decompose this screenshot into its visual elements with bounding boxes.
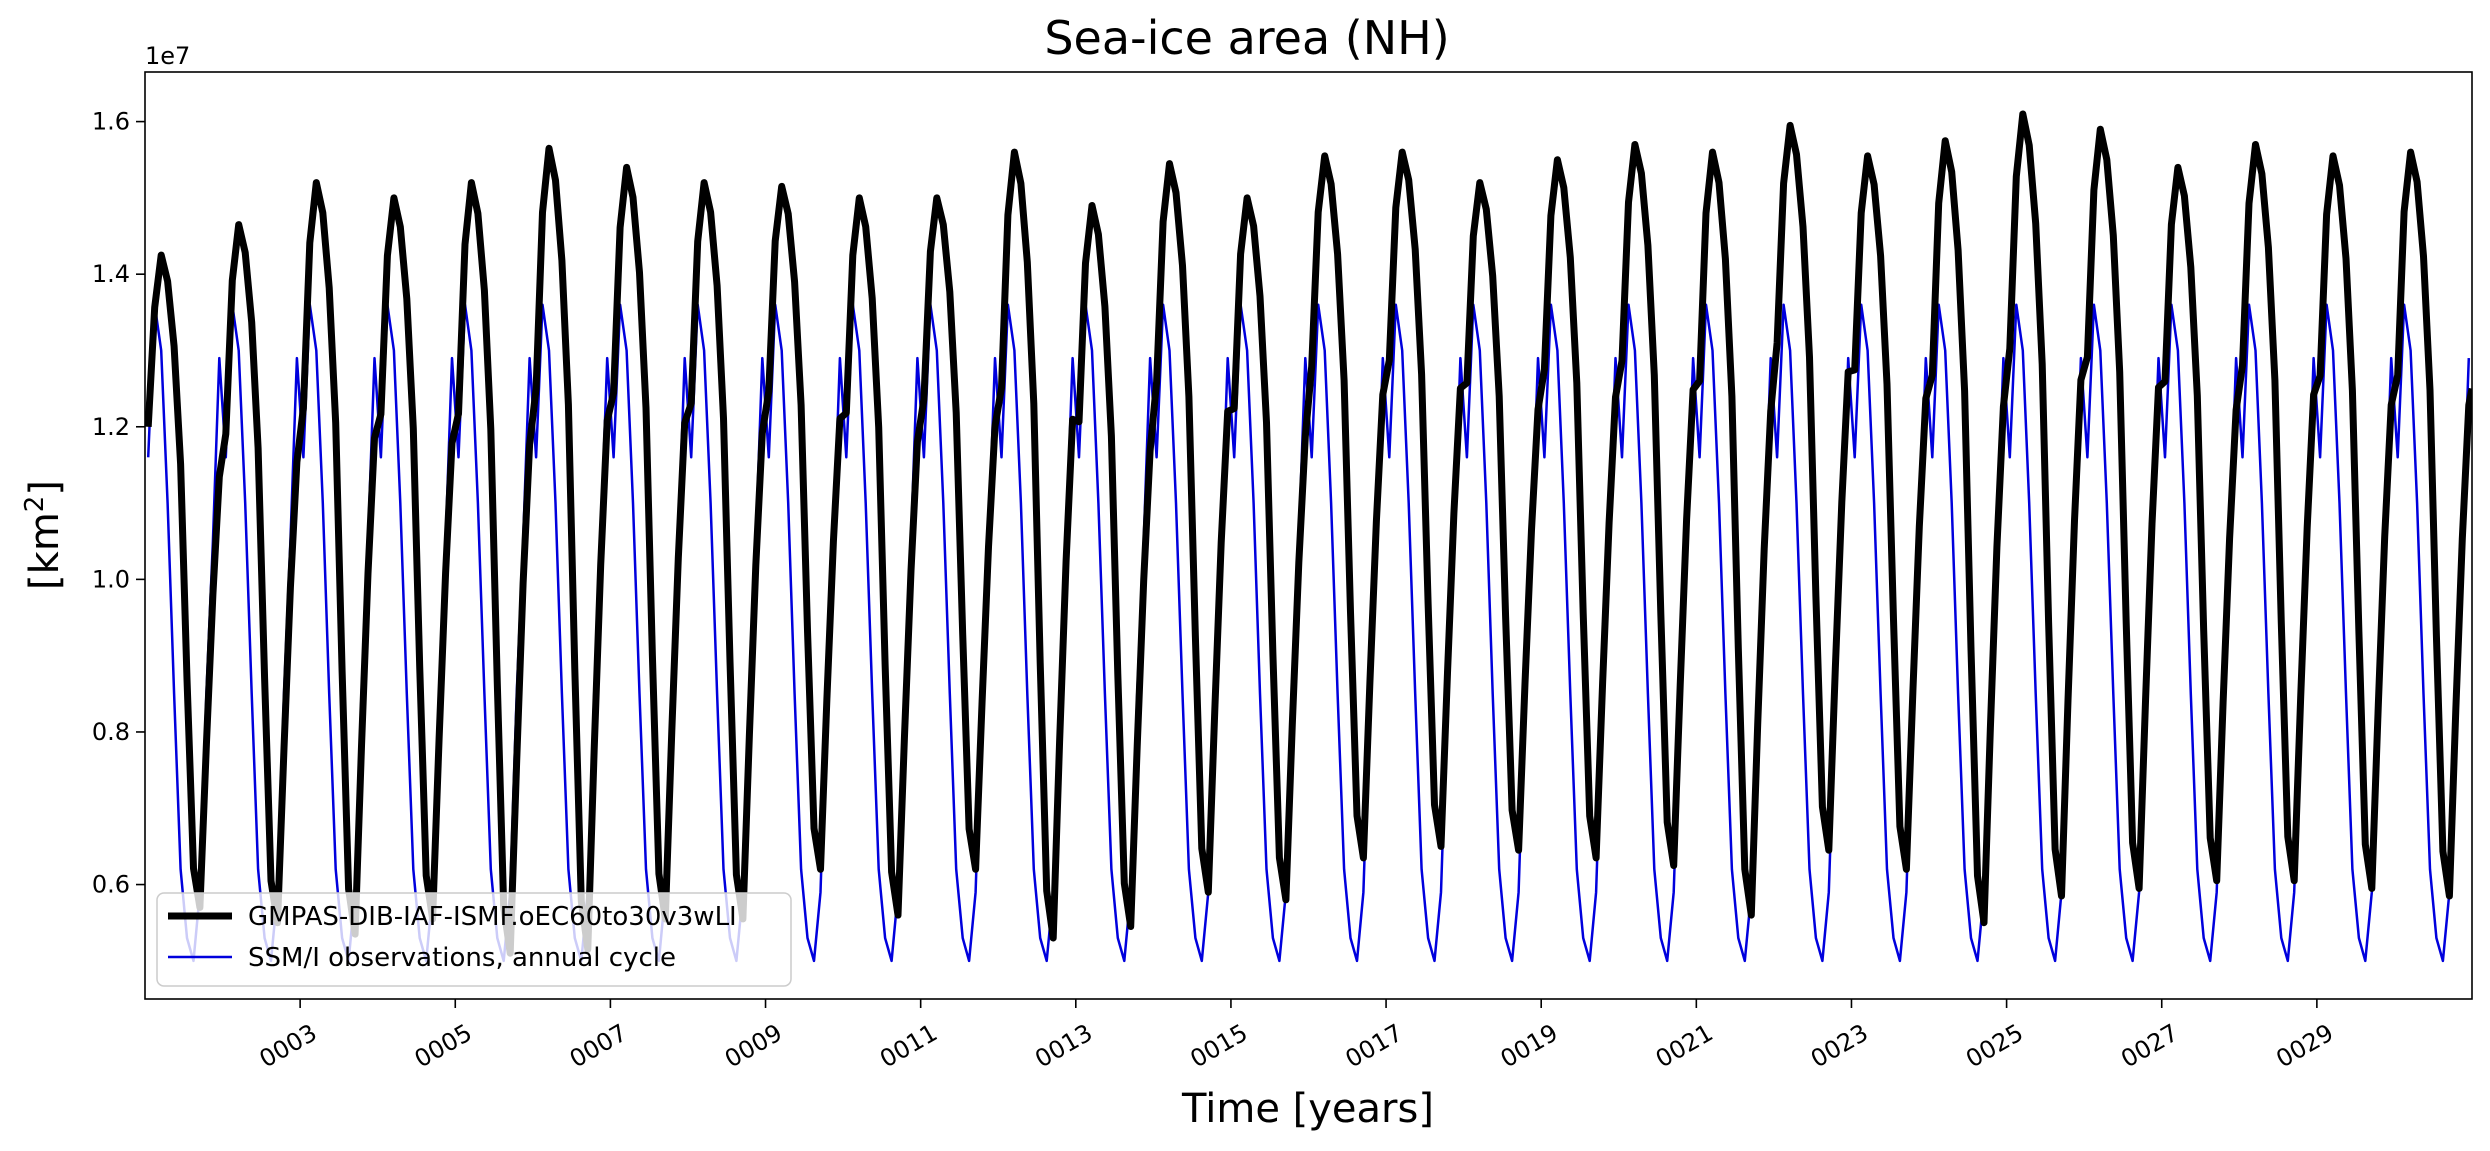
y-tick-label: 0.8 (92, 718, 130, 746)
y-tick-label: 1.2 (92, 413, 130, 441)
y-tick-label: 1.0 (92, 565, 130, 593)
plot-frame (144, 71, 2473, 1000)
y-offset-label: 1e7 (145, 42, 190, 70)
x-tick-label: 0015 (1185, 1018, 1252, 1073)
x-tick-label: 0009 (720, 1018, 787, 1073)
y-tick-label: 1.6 (92, 108, 130, 136)
y-axis-title-superscript: 2 (20, 496, 50, 513)
plot-area (144, 71, 2473, 1000)
y-axis: 0.6 0.8 1.0 1.2 1.4 1.6 (92, 108, 145, 899)
y-axis-title: [km2] (20, 480, 68, 590)
x-tick-label: 0025 (1961, 1018, 2028, 1073)
x-tick-label: 0027 (2116, 1018, 2183, 1073)
y-axis-title-base: [km (22, 512, 68, 590)
x-tick-label: 0023 (1806, 1018, 1873, 1073)
x-tick-label: 0003 (255, 1018, 322, 1073)
legend: GMPAS-DIB-IAF-ISMF.oEC60to30v3wLI SSM/I … (156, 892, 792, 987)
x-tick-label: 0017 (1341, 1018, 1408, 1073)
x-tick-label: 0019 (1496, 1018, 1563, 1073)
x-tick-label: 0011 (875, 1018, 942, 1073)
x-tick-label: 0021 (1651, 1018, 1718, 1073)
y-axis-title-close: ] (22, 480, 68, 496)
legend-label-model: GMPAS-DIB-IAF-ISMF.oEC60to30v3wLI (248, 902, 737, 932)
y-tick-label: 1.4 (92, 260, 130, 288)
legend-label-observations: SSM/I observations, annual cycle (248, 943, 676, 973)
series-line-gmpas-model (145, 110, 2472, 957)
x-axis-title: Time [years] (1181, 1086, 1434, 1132)
y-tick-label: 0.6 (92, 871, 130, 899)
x-tick-label: 0007 (565, 1018, 632, 1073)
legend-box (156, 892, 792, 987)
chart-title: Sea-ice area (NH) (1044, 11, 1449, 65)
x-tick-label: 0029 (2271, 1018, 2338, 1073)
x-tick-label: 0005 (410, 1018, 477, 1073)
x-tick-label: 0013 (1030, 1018, 1097, 1073)
x-axis: 0003 0005 0007 0009 0011 0013 0015 0017 0019 0021… (255, 999, 2338, 1073)
